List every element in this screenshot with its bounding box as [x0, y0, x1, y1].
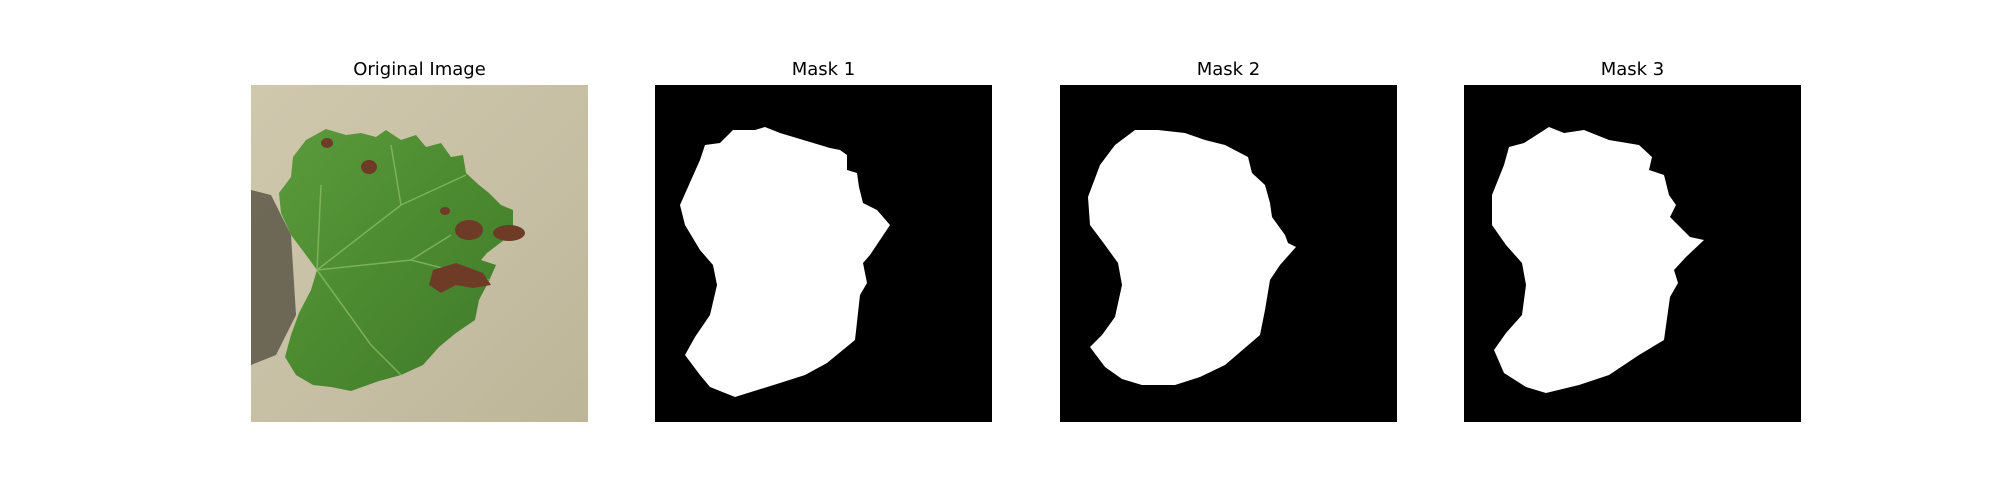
original-image-panel: Original Image: [251, 55, 588, 422]
leaf-shadow: [251, 190, 296, 365]
leaf-veins: [316, 144, 490, 376]
leaf-shape: [279, 129, 513, 391]
mask-1-title: Mask 1: [791, 59, 856, 80]
mask-2-panel: Mask 2: [1060, 55, 1397, 422]
mask-1-image: [655, 85, 992, 422]
mask-3-image: [1464, 85, 1801, 422]
mask-3-title: Mask 3: [1600, 59, 1665, 80]
original-image-title: Original Image: [353, 59, 486, 80]
mask-2-shape: [1088, 130, 1296, 385]
original-leaf-photo: [251, 85, 588, 422]
mask-1-panel: Mask 1: [655, 55, 992, 422]
leaf-lesions: [321, 138, 525, 293]
mask-2-title: Mask 2: [1196, 59, 1261, 80]
mask-3-shape: [1492, 127, 1704, 393]
mask-2-image: [1060, 85, 1397, 422]
mask-1-shape: [680, 127, 890, 397]
mask-3-panel: Mask 3: [1464, 55, 1801, 422]
